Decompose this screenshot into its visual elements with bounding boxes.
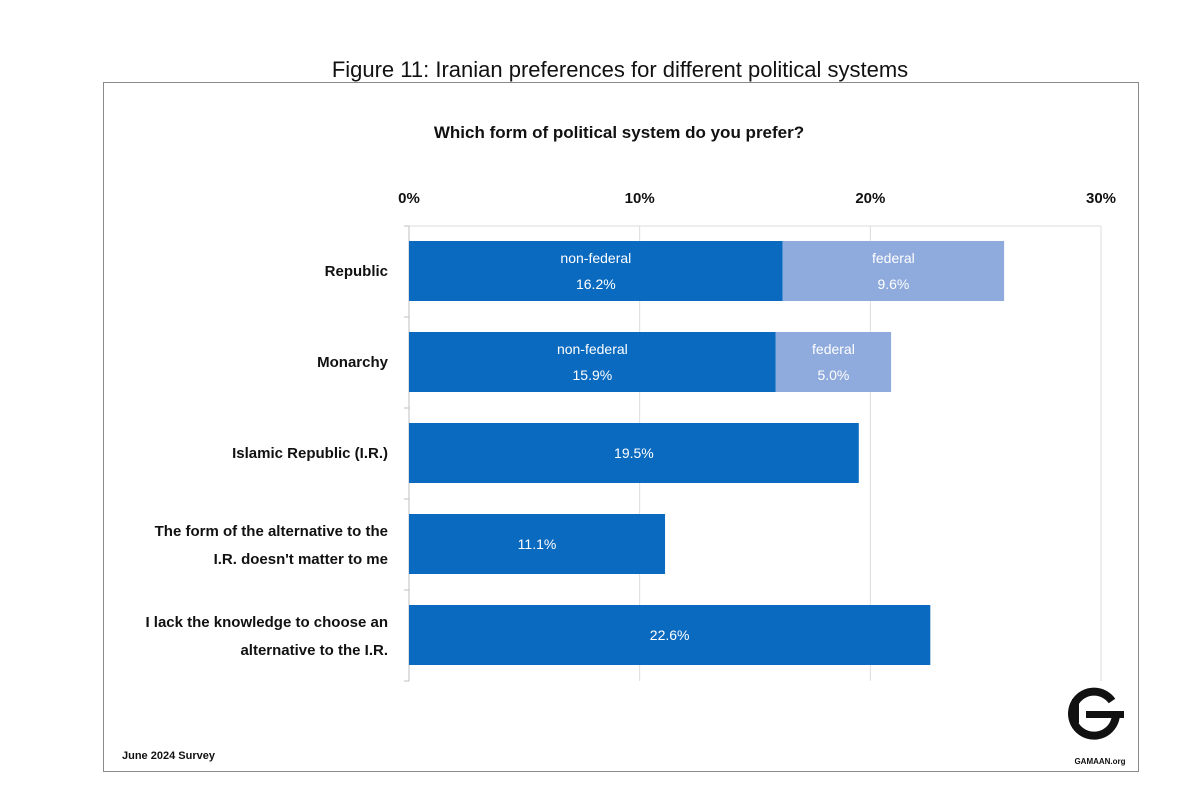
x-tick-label: 30% [1086, 190, 1116, 207]
bar-non-federal [409, 423, 859, 483]
category-label: The form of the alternative to the I.R. d… [155, 523, 388, 568]
bar-value-label: 11.1% [518, 536, 557, 552]
bar-series-name: non-federal [557, 341, 628, 357]
category-label: Monarchy [317, 354, 389, 371]
bar-non-federal [409, 605, 931, 665]
bar-chart: Which form of political system do you pr… [122, 123, 1126, 766]
category-label: I lack the knowledge to choose an alterna… [145, 614, 388, 659]
category-label: Republic [325, 263, 388, 280]
category-label-line: The form of the alternative to the [155, 523, 388, 540]
x-tick-label: 0% [398, 190, 420, 207]
x-tick-label: 20% [855, 190, 885, 207]
survey-footnote: June 2024 Survey [122, 750, 216, 762]
bar-value-label: 22.6% [650, 627, 690, 643]
chart-frame: Which form of political system do you pr… [103, 82, 1139, 772]
bar-federal [775, 332, 892, 392]
bar-value-label: 16.2% [576, 276, 616, 292]
x-tick-label: 10% [625, 190, 655, 207]
bar-series-name: federal [872, 250, 915, 266]
figure-caption: Figure 11: Iranian preferences for diffe… [331, 57, 909, 82]
bar-federal [782, 241, 1005, 301]
bar-value-label: 5.0% [817, 367, 849, 383]
gamaan-logo-icon [1068, 687, 1124, 740]
category-label-line: alternative to the I.R. [240, 642, 388, 659]
bar-non-federal [409, 241, 783, 301]
bar-value-label: 9.6% [877, 276, 909, 292]
category-label-line: I lack the knowledge to choose an [145, 614, 388, 631]
chart-title: Which form of political system do you pr… [434, 123, 804, 142]
category-label: Islamic Republic (I.R.) [232, 445, 388, 462]
logo-text: GAMAAN.org [1074, 757, 1125, 766]
bar-non-federal [409, 332, 776, 392]
bar-non-federal [409, 514, 666, 574]
bar-series-name: federal [812, 341, 855, 357]
category-label-line: I.R. doesn't matter to me [214, 551, 388, 568]
bar-value-label: 15.9% [573, 367, 613, 383]
bar-value-label: 19.5% [614, 445, 654, 461]
bar-series-name: non-federal [560, 250, 631, 266]
